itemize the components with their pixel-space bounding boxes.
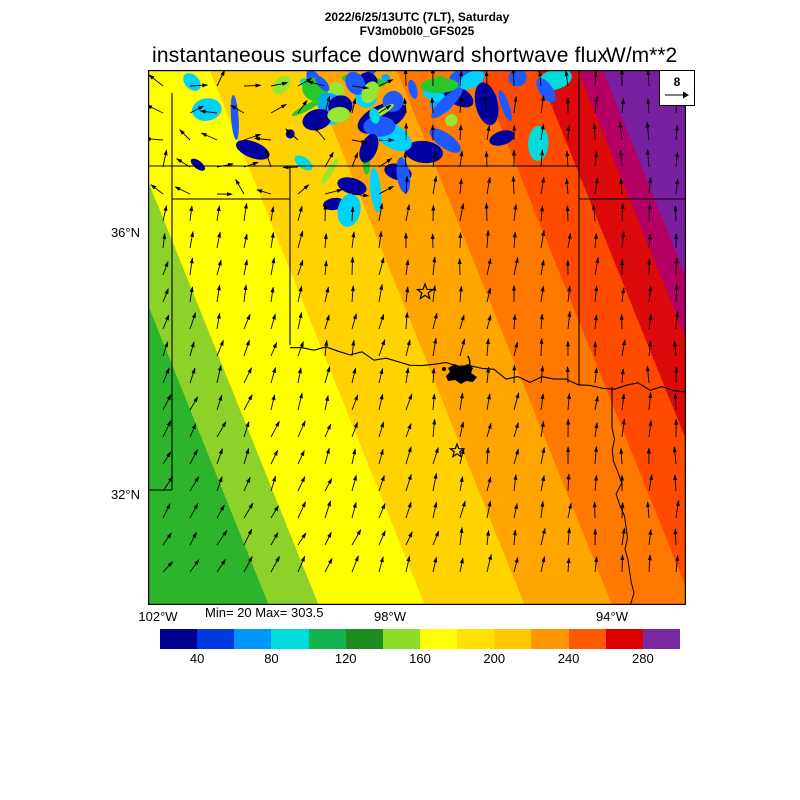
colorbar-segment [382,629,420,649]
colorbar-tick-label: 160 [409,651,431,666]
lat-label-36n: 36°N [110,225,140,240]
colorbar-segment [234,629,272,649]
lat-label-32n: 32°N [110,487,140,502]
city-star-icon [415,282,435,300]
colorbar-tick-label: 280 [631,651,654,666]
min-max-stats-label: Min= 20 Max= 303.5 [205,605,324,620]
colorbar-segment [494,629,532,649]
reference-vector-value: 8 [673,75,681,89]
colorbar-segment [345,629,383,649]
colorbar-segment [642,629,680,649]
colorbar-tick-label: 240 [557,651,580,666]
colorbar-segment [160,629,198,649]
reference-vector-box: 8 [659,70,695,106]
map-frame [148,70,686,605]
colorbar-tick-label: 80 [264,651,279,666]
colorbar-tick-label: 120 [334,651,357,666]
plot-title: instantaneous surface downward shortwave… [152,44,609,67]
colorbar-segment [308,629,346,649]
colorbar-segment [271,629,309,649]
lon-label-102w: 102°W [138,609,178,624]
map-canvas [148,70,686,605]
colorbar-tick-label: 200 [483,651,506,666]
units-label: W/m**2 [606,44,678,67]
colorbar-segment [457,629,495,649]
lon-label-98w: 98°W [374,609,406,624]
run-datetime-label: 2022/6/25/13UTC (7LT), Saturday [324,10,510,24]
tx-la-border [611,427,635,605]
colorbar-ticks: 40 80 120 160 200 240 280 [0,651,800,667]
reference-arrow-icon [665,91,689,99]
wind-vectors [148,70,680,573]
colorbar-tick-label: 40 [189,651,205,666]
colorbar-segment [605,629,643,649]
colorbar-segment [419,629,458,649]
colorbar [160,629,680,649]
colorbar-segment [531,629,569,649]
lon-label-94w: 94°W [596,609,628,624]
colorbar-segment [568,629,606,649]
model-label: FV3m0b0l0_GFS025 [359,24,475,38]
colorbar-segment [197,629,235,649]
